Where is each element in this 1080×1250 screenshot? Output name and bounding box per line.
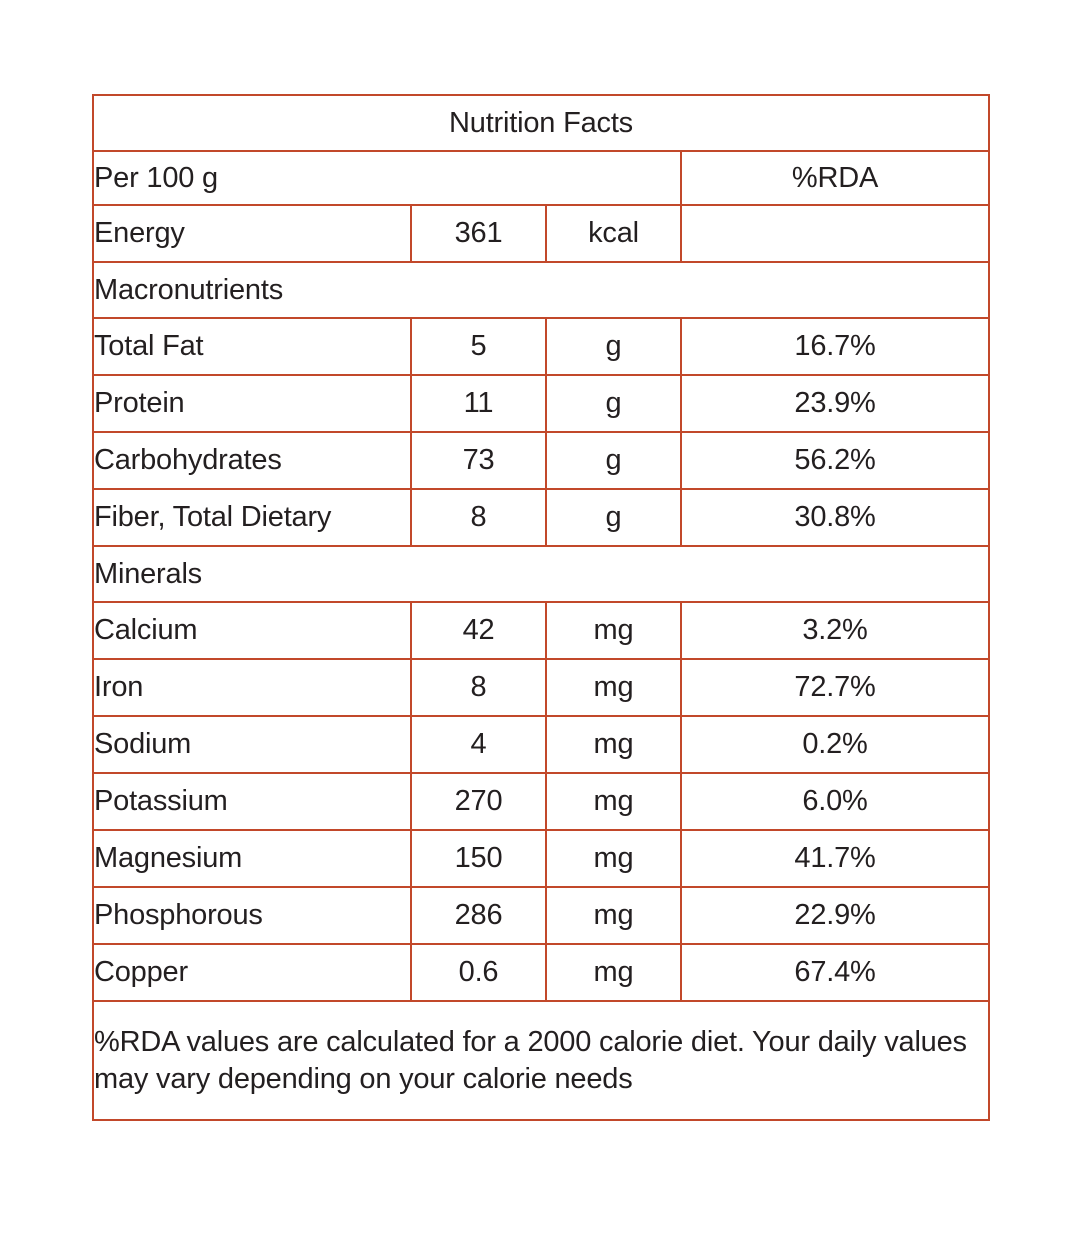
nutrition-facts-title: Nutrition Facts [91, 94, 991, 152]
nutrient-unit: kcal [545, 204, 682, 263]
nutrient-rda: 6.0% [679, 772, 991, 831]
serving-size-header: Per 100 g [92, 150, 682, 206]
nutrient-row-potassium: Potassium 270 mg 6.0% [92, 772, 991, 831]
nutrient-value: 8 [410, 488, 547, 547]
nutrient-value: 11 [410, 374, 547, 433]
nutrient-rda [679, 204, 991, 263]
nutrient-unit: mg [545, 601, 682, 660]
nutrient-unit: g [545, 317, 682, 376]
nutrient-value: 361 [410, 204, 547, 263]
rda-footnote: %RDA values are calculated for a 2000 ca… [91, 1000, 991, 1121]
nutrient-label: Fiber, Total Dietary [92, 488, 412, 547]
nutrient-value: 286 [410, 886, 547, 945]
nutrient-row-copper: Copper 0.6 mg 67.4% [92, 943, 991, 1002]
nutrient-label: Calcium [92, 601, 412, 660]
nutrient-value: 270 [410, 772, 547, 831]
nutrient-label: Phosphorous [92, 886, 412, 945]
nutrient-value: 8 [410, 658, 547, 717]
nutrient-label: Copper [92, 943, 412, 1002]
nutrient-rda: 41.7% [679, 829, 991, 888]
nutrient-label: Magnesium [92, 829, 412, 888]
title-row: Nutrition Facts [91, 94, 991, 152]
nutrient-row-energy: Energy 361 kcal [92, 204, 991, 263]
section-header-minerals: Minerals [91, 545, 991, 603]
nutrient-rda: 22.9% [679, 886, 991, 945]
nutrient-label: Iron [92, 658, 412, 717]
nutrient-value: 150 [410, 829, 547, 888]
nutrient-unit: mg [545, 886, 682, 945]
footnote-row: %RDA values are calculated for a 2000 ca… [91, 1000, 991, 1121]
nutrient-rda: 67.4% [679, 943, 991, 1002]
nutrient-row-carbohydrates: Carbohydrates 73 g 56.2% [92, 431, 991, 490]
nutrient-row-iron: Iron 8 mg 72.7% [92, 658, 991, 717]
nutrient-value: 0.6 [410, 943, 547, 1002]
nutrient-row-sodium: Sodium 4 mg 0.2% [92, 715, 991, 774]
nutrient-row-phosphorous: Phosphorous 286 mg 22.9% [92, 886, 991, 945]
nutrition-facts-table: Nutrition Facts Per 100 g %RDA Energy 36… [91, 94, 991, 1121]
nutrient-rda: 0.2% [679, 715, 991, 774]
nutrient-rda: 56.2% [679, 431, 991, 490]
nutrient-unit: g [545, 374, 682, 433]
rda-column-header: %RDA [679, 150, 991, 206]
nutrient-row-magnesium: Magnesium 150 mg 41.7% [92, 829, 991, 888]
nutrient-value: 5 [410, 317, 547, 376]
nutrient-unit: g [545, 488, 682, 547]
nutrient-unit: mg [545, 943, 682, 1002]
nutrient-label: Carbohydrates [92, 431, 412, 490]
section-header-macronutrients: Macronutrients [91, 261, 991, 319]
nutrient-label: Sodium [92, 715, 412, 774]
nutrient-value: 4 [410, 715, 547, 774]
nutrient-rda: 30.8% [679, 488, 991, 547]
nutrient-rda: 16.7% [679, 317, 991, 376]
nutrient-rda: 72.7% [679, 658, 991, 717]
nutrient-rda: 23.9% [679, 374, 991, 433]
nutrient-unit: mg [545, 772, 682, 831]
nutrient-label: Total Fat [92, 317, 412, 376]
serving-header-row: Per 100 g %RDA [92, 150, 991, 206]
section-header-macronutrients-row: Macronutrients [91, 261, 991, 319]
nutrient-label: Potassium [92, 772, 412, 831]
nutrient-unit: mg [545, 829, 682, 888]
nutrient-label: Energy [92, 204, 412, 263]
nutrient-value: 73 [410, 431, 547, 490]
nutrient-label: Protein [92, 374, 412, 433]
nutrient-row-calcium: Calcium 42 mg 3.2% [92, 601, 991, 660]
section-header-minerals-row: Minerals [91, 545, 991, 603]
nutrient-unit: g [545, 431, 682, 490]
nutrient-rda: 3.2% [679, 601, 991, 660]
nutrient-unit: mg [545, 658, 682, 717]
nutrient-unit: mg [545, 715, 682, 774]
nutrient-row-protein: Protein 11 g 23.9% [92, 374, 991, 433]
nutrient-row-total-fat: Total Fat 5 g 16.7% [92, 317, 991, 376]
nutrient-row-fiber: Fiber, Total Dietary 8 g 30.8% [92, 488, 991, 547]
nutrient-value: 42 [410, 601, 547, 660]
